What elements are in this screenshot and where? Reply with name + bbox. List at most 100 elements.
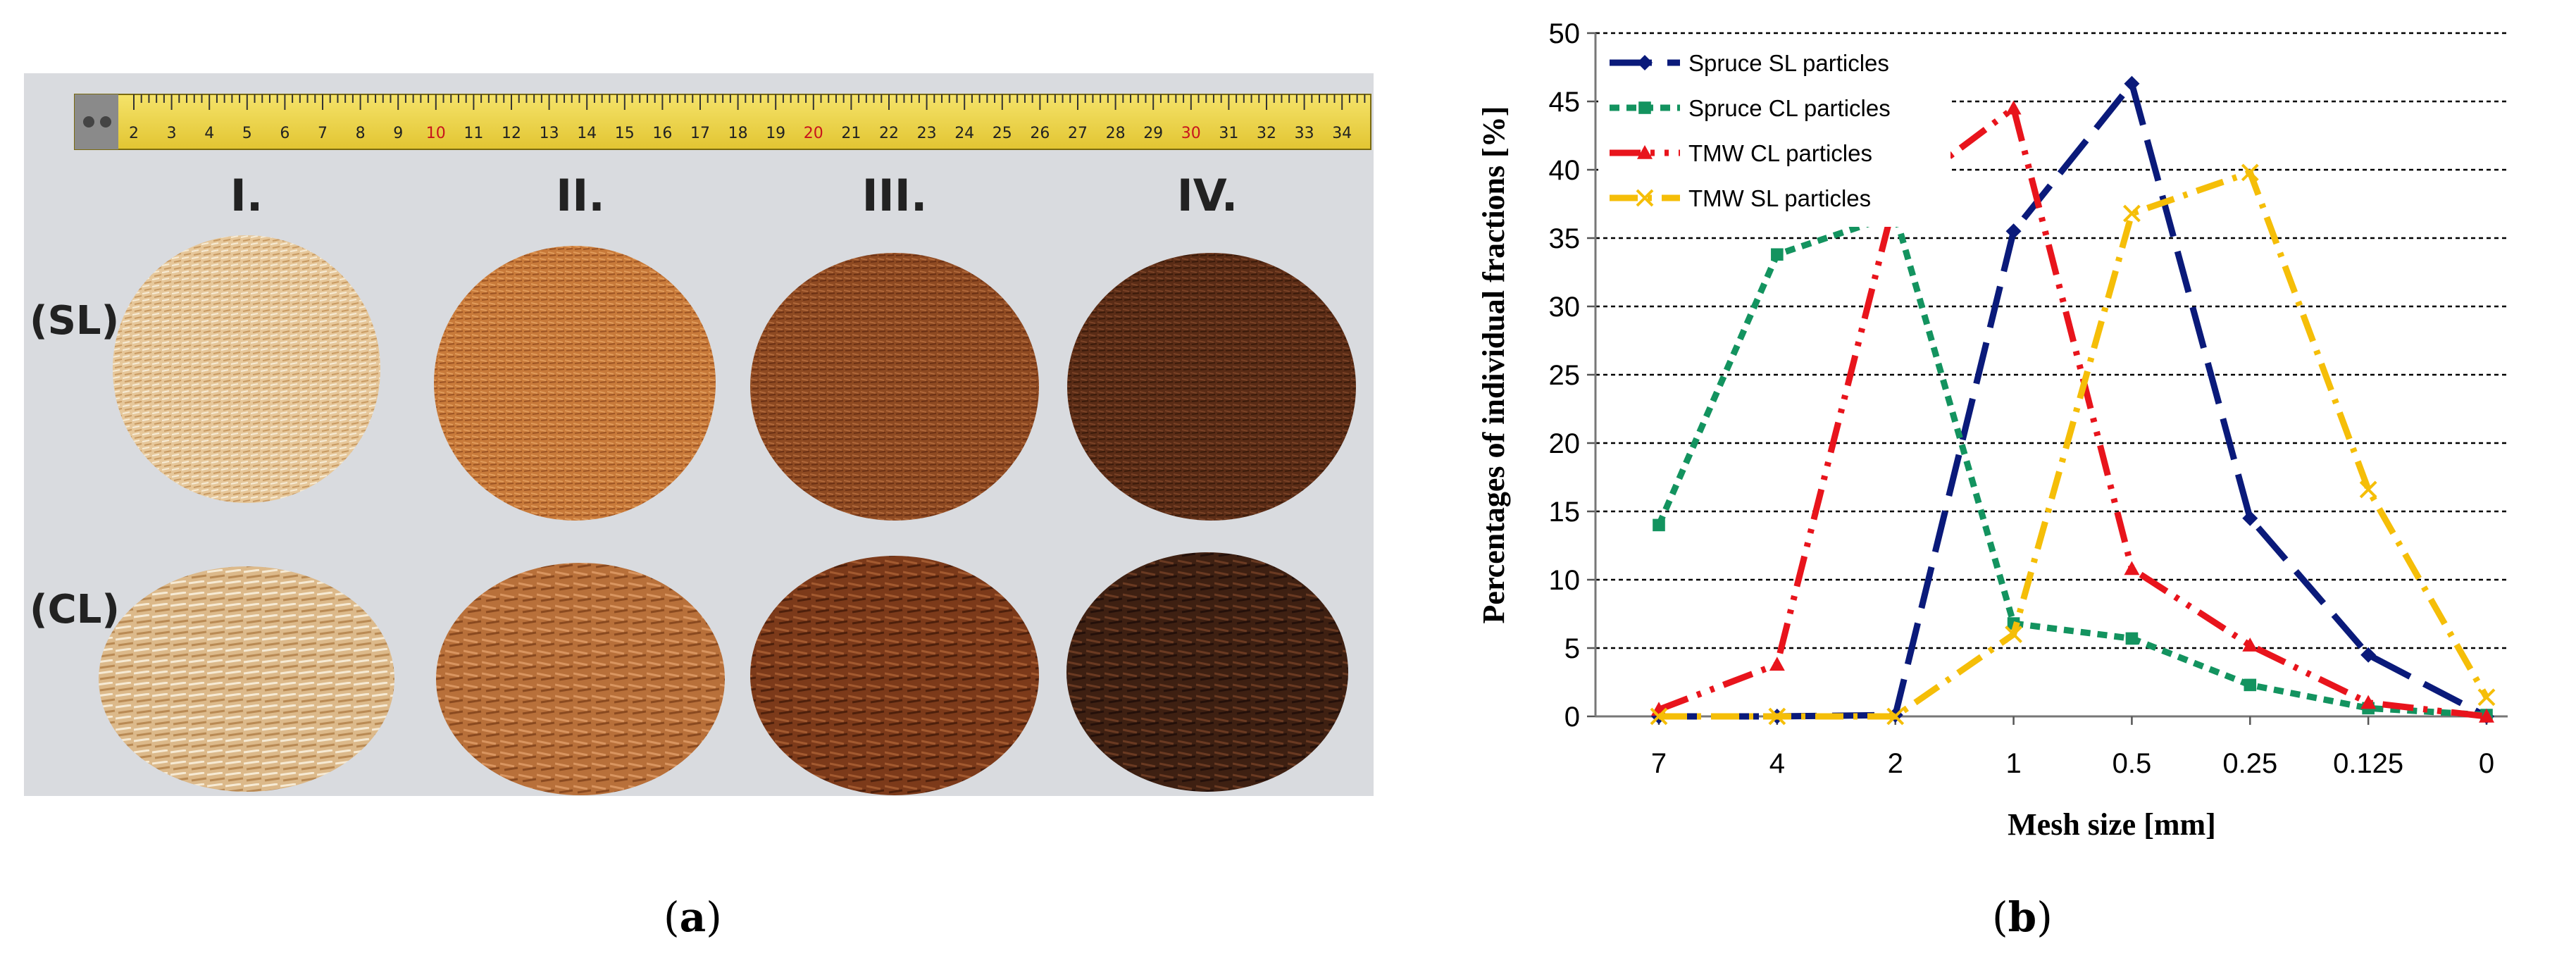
legend-label: Spruce SL particles — [1688, 50, 1889, 76]
legend-item: Spruce CL particles — [1610, 95, 1891, 121]
ruler-number: 22 — [879, 125, 899, 142]
ruler-number: 4 — [204, 125, 214, 142]
data-point — [2360, 647, 2377, 663]
column-label-1: I. — [230, 170, 263, 221]
ruler-number: 8 — [356, 125, 366, 142]
ruler-number: 10 — [426, 125, 446, 142]
pile-tmw-sl-3 — [750, 253, 1039, 521]
data-point — [2005, 100, 2022, 115]
ruler-number: 28 — [1106, 125, 1126, 142]
x-tick-label: 0.125 — [2333, 748, 2403, 779]
series-line — [1657, 105, 2487, 720]
row-label-cl: (CL) — [30, 587, 120, 633]
particle-size-chart: 0 5 10 15 20 25 30 35 40 45 50 7 4 2 1 0.5 0.25 0.125 0 Sp… — [1409, 0, 2576, 873]
data-point — [2125, 632, 2139, 645]
data-point — [2241, 163, 2259, 182]
ruler-number: 31 — [1219, 125, 1238, 142]
y-tick-label: 20 — [1549, 428, 1581, 459]
row-label-sl: (SL) — [30, 298, 119, 344]
ruler-number: 15 — [615, 125, 635, 142]
ruler-number: 6 — [280, 125, 290, 142]
ruler-number: 3 — [167, 125, 177, 142]
x-tick-label: 7 — [1651, 748, 1667, 779]
ruler-number: 18 — [728, 125, 748, 142]
ruler-number: 29 — [1143, 125, 1163, 142]
data-point — [1771, 248, 1784, 261]
x-axis-title: Mesh size [mm] — [2008, 807, 2216, 842]
data-point — [2477, 688, 2496, 707]
y-axis-title: Percentages of individual fractions [%] — [1476, 106, 1511, 624]
ruler-number: 7 — [318, 125, 328, 142]
legend-marker — [1637, 55, 1653, 70]
series-line — [1659, 169, 2489, 720]
y-tick-label: 40 — [1549, 155, 1581, 186]
ruler-number: 5 — [242, 125, 252, 142]
data-point — [1653, 518, 1665, 532]
ruler-number: 27 — [1068, 125, 1088, 142]
y-tick-label: 15 — [1549, 497, 1581, 528]
pile-tmw-cl-2 — [436, 563, 725, 795]
column-label-2: II. — [556, 170, 605, 221]
legend-item: TMW SL particles — [1610, 185, 1871, 211]
series-line — [1659, 80, 2489, 720]
data-point — [1769, 657, 1785, 671]
ruler-number: 30 — [1181, 125, 1201, 142]
data-point — [2005, 223, 2022, 240]
pile-tmw-sl-4 — [1067, 253, 1356, 521]
ruler-number: 9 — [393, 125, 403, 142]
y-tick-label: 45 — [1549, 87, 1581, 118]
x-tick-label: 0.5 — [2113, 748, 2152, 779]
data-point — [2124, 561, 2140, 576]
y-tick-label: 35 — [1549, 223, 1581, 254]
ruler-number: 16 — [652, 125, 672, 142]
ruler-number: 17 — [690, 125, 710, 142]
pile-spruce-sl — [113, 235, 380, 503]
ruler-number: 32 — [1257, 125, 1276, 142]
legend-marker — [1638, 101, 1651, 114]
legend-label: TMW CL particles — [1688, 140, 1872, 166]
ruler-number: 14 — [577, 125, 597, 142]
y-tick-label: 30 — [1549, 292, 1581, 323]
pile-tmw-cl-4 — [1066, 552, 1348, 792]
data-point — [2479, 709, 2494, 723]
ruler-number: 23 — [917, 125, 937, 142]
data-point — [2242, 510, 2258, 526]
legend-label: Spruce CL particles — [1688, 95, 1891, 121]
pile-tmw-sl-2 — [434, 246, 716, 521]
ruler-number: 25 — [993, 125, 1012, 142]
y-tick-label: 5 — [1564, 633, 1580, 664]
particle-photo: 2 3 4 5 6 7 8 9 10 11 12 13 14 15 16 17 18 19 20 21 22 23 24 25… — [24, 73, 1374, 796]
column-label-4: IV. — [1177, 170, 1238, 221]
ruler-number: 26 — [1030, 125, 1050, 142]
data-point — [2360, 695, 2377, 709]
x-tick-label: 1 — [2005, 748, 2021, 779]
legend-marker — [1636, 189, 1654, 207]
pile-tmw-cl-3 — [750, 556, 1039, 795]
legend-item: Spruce SL particles — [1610, 50, 1889, 76]
data-point — [2359, 480, 2377, 499]
pile-spruce-cl — [99, 566, 394, 792]
series-line — [1655, 211, 2487, 718]
x-tick-label: 2 — [1888, 748, 1903, 779]
column-label-3: III. — [862, 170, 928, 221]
ruler-number: 2 — [129, 125, 139, 142]
x-tick-label: 4 — [1769, 748, 1785, 779]
caption-a: (a) — [664, 893, 722, 941]
x-tick-label: 0.25 — [2222, 748, 2277, 779]
ruler-number: 20 — [804, 125, 823, 142]
legend-marker — [1637, 145, 1653, 159]
data-point — [2123, 204, 2141, 223]
ruler-number: 11 — [463, 125, 483, 142]
legend: Spruce SL particles Spruce CL particles TM… — [1598, 37, 1950, 227]
data-point — [1886, 707, 1905, 726]
series-spruce-cl-particles — [1653, 209, 2493, 721]
ruler-number: 21 — [841, 125, 861, 142]
data-point — [2005, 626, 2022, 644]
y-tick-label: 25 — [1549, 360, 1581, 391]
ruler-number: 33 — [1295, 125, 1314, 142]
ruler-number: 12 — [502, 125, 521, 142]
series-tmw-sl-particles — [1650, 163, 2496, 726]
caption-b: (b) — [1992, 893, 2053, 941]
data-point — [1650, 707, 1668, 726]
x-tick-label: 0 — [2479, 748, 2494, 779]
